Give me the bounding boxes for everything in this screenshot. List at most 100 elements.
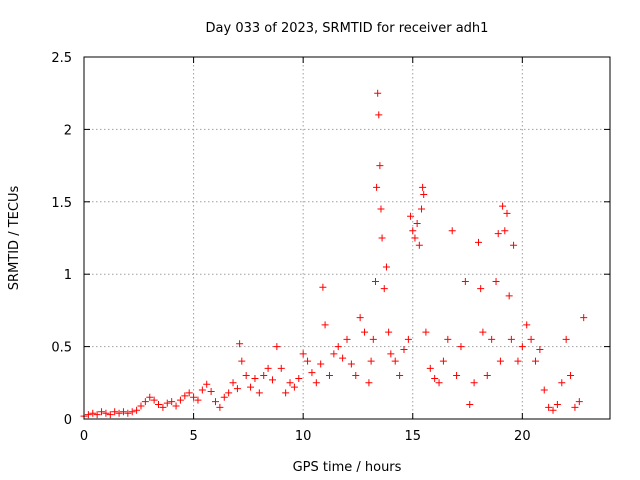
data-point <box>531 357 539 365</box>
data-point <box>499 202 507 210</box>
data-point <box>377 205 385 213</box>
data-point <box>367 357 375 365</box>
data-point <box>494 230 502 238</box>
data-point <box>308 369 316 377</box>
data-point <box>375 111 383 119</box>
data-point <box>185 389 193 397</box>
data-point <box>435 379 443 387</box>
data-point <box>225 389 233 397</box>
data-point <box>233 385 241 393</box>
data-point <box>540 386 548 394</box>
data-point <box>558 379 566 387</box>
data-point <box>391 357 399 365</box>
data-point <box>207 387 215 395</box>
y-tick-label: 2.5 <box>51 51 72 66</box>
data-point <box>343 335 351 343</box>
data-point <box>190 393 198 401</box>
data-point <box>420 191 428 199</box>
x-tick-label: 20 <box>514 429 531 444</box>
data-point <box>396 372 404 380</box>
data-point <box>137 402 145 410</box>
data-point <box>159 403 167 411</box>
data-point <box>453 372 461 380</box>
data-point <box>492 277 500 285</box>
data-point <box>361 328 369 336</box>
data-point <box>518 343 526 351</box>
data-point <box>404 335 412 343</box>
data-point <box>133 406 141 414</box>
y-tick-label: 2 <box>64 123 72 138</box>
data-point <box>483 372 491 380</box>
data-point <box>536 345 544 353</box>
data-point <box>93 411 101 419</box>
data-point <box>304 357 312 365</box>
data-point <box>124 409 132 417</box>
data-point <box>411 234 419 242</box>
data-point <box>325 372 333 380</box>
data-point <box>203 380 211 388</box>
data-point <box>150 396 158 404</box>
data-point <box>475 238 482 246</box>
x-tick-label: 10 <box>295 429 312 444</box>
data-point <box>115 409 123 417</box>
data-point <box>319 283 327 291</box>
data-point <box>461 277 469 285</box>
data-point <box>380 285 388 293</box>
data-point <box>510 241 518 249</box>
data-point <box>378 234 386 242</box>
data-point <box>84 411 92 419</box>
plot-frame <box>83 56 611 420</box>
axis-ticks <box>83 56 610 420</box>
data-point <box>352 372 360 380</box>
data-point <box>236 340 244 348</box>
data-point <box>545 403 553 411</box>
data-point <box>505 292 513 300</box>
data-point <box>312 379 320 387</box>
data-point <box>102 409 110 417</box>
data-point <box>496 357 504 365</box>
data-point <box>220 393 228 401</box>
data-point <box>422 328 430 336</box>
data-point <box>242 372 250 380</box>
data-point <box>419 183 427 191</box>
data-point <box>247 383 255 391</box>
y-tick-label: 1.5 <box>51 196 72 211</box>
data-point <box>369 335 377 343</box>
data-point <box>373 183 381 191</box>
data-point <box>376 162 384 170</box>
data-point <box>571 403 579 411</box>
data-point <box>470 379 478 387</box>
data-point <box>382 263 390 271</box>
data-point <box>514 357 522 365</box>
data-point <box>479 328 487 336</box>
data-point <box>431 374 439 382</box>
data-point <box>371 277 379 285</box>
data-point <box>128 408 136 416</box>
data-point <box>89 409 97 417</box>
data-point <box>334 343 342 351</box>
data-point <box>229 379 237 387</box>
data-point <box>580 314 588 322</box>
data-point <box>286 379 294 387</box>
y-tick-label: 1 <box>64 268 72 283</box>
data-point <box>503 209 511 217</box>
data-point <box>106 411 114 419</box>
data-point <box>385 328 393 336</box>
data-point <box>347 360 355 368</box>
data-point <box>339 354 347 362</box>
data-point <box>264 364 272 372</box>
data-point <box>119 408 127 416</box>
data-point <box>575 398 583 406</box>
data-point <box>98 408 106 416</box>
data-point <box>295 374 303 382</box>
data-point <box>111 408 119 416</box>
data-point <box>163 399 171 407</box>
data-point <box>198 386 206 394</box>
data-series-adh1 <box>80 89 588 420</box>
data-point <box>273 343 281 351</box>
x-tick-label: 15 <box>404 429 421 444</box>
data-point <box>260 372 268 380</box>
data-point <box>439 357 447 365</box>
y-tick-label: 0.5 <box>51 341 72 356</box>
